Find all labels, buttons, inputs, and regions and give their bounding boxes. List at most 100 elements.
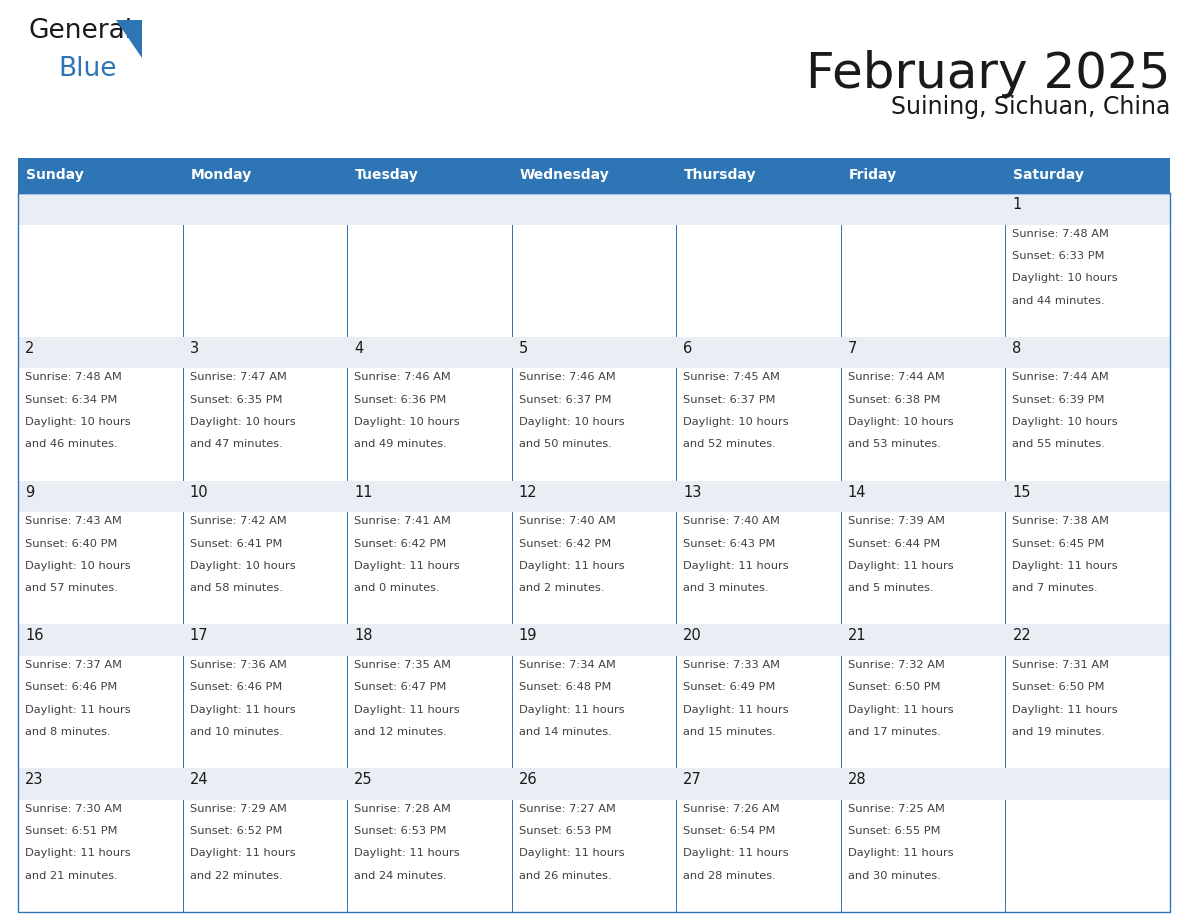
Text: Sunrise: 7:35 AM: Sunrise: 7:35 AM: [354, 660, 451, 670]
Text: Sunrise: 7:32 AM: Sunrise: 7:32 AM: [848, 660, 944, 670]
Text: Blue: Blue: [58, 56, 116, 82]
Bar: [183, 624, 347, 656]
Bar: [1005, 337, 1170, 368]
Text: Sunrise: 7:45 AM: Sunrise: 7:45 AM: [683, 373, 781, 383]
Bar: [512, 337, 676, 368]
Bar: [676, 624, 841, 656]
Text: Daylight: 11 hours: Daylight: 11 hours: [25, 705, 131, 714]
Text: Monday: Monday: [190, 169, 252, 183]
Bar: [347, 768, 512, 912]
Bar: [183, 337, 347, 368]
Text: Sunset: 6:53 PM: Sunset: 6:53 PM: [354, 826, 447, 836]
Bar: [1005, 193, 1170, 225]
Text: Wednesday: Wednesday: [519, 169, 609, 183]
Bar: [841, 193, 1005, 337]
Text: Tuesday: Tuesday: [355, 169, 419, 183]
Text: Sunrise: 7:27 AM: Sunrise: 7:27 AM: [519, 804, 615, 814]
Text: Sunset: 6:35 PM: Sunset: 6:35 PM: [190, 395, 282, 405]
Bar: [841, 768, 1005, 800]
Text: Sunset: 6:37 PM: Sunset: 6:37 PM: [683, 395, 776, 405]
Bar: [18, 624, 183, 768]
Text: 19: 19: [519, 629, 537, 644]
Text: 11: 11: [354, 485, 373, 499]
Bar: [512, 193, 676, 337]
Text: 15: 15: [1012, 485, 1031, 499]
Text: and 12 minutes.: and 12 minutes.: [354, 727, 447, 737]
Text: Sunset: 6:38 PM: Sunset: 6:38 PM: [848, 395, 941, 405]
Bar: [1005, 624, 1170, 656]
Text: Daylight: 10 hours: Daylight: 10 hours: [25, 417, 131, 427]
Text: Sunset: 6:55 PM: Sunset: 6:55 PM: [848, 826, 941, 836]
Polygon shape: [116, 20, 143, 58]
Bar: [183, 193, 347, 337]
Text: Daylight: 11 hours: Daylight: 11 hours: [354, 705, 460, 714]
Bar: [183, 158, 347, 193]
Bar: [512, 624, 676, 656]
Bar: [18, 193, 183, 225]
Bar: [841, 193, 1005, 225]
Text: Sunset: 6:52 PM: Sunset: 6:52 PM: [190, 826, 282, 836]
Text: and 8 minutes.: and 8 minutes.: [25, 727, 110, 737]
Text: Sunrise: 7:36 AM: Sunrise: 7:36 AM: [190, 660, 286, 670]
Text: Daylight: 11 hours: Daylight: 11 hours: [683, 848, 789, 858]
Text: 13: 13: [683, 485, 702, 499]
Text: Sunset: 6:50 PM: Sunset: 6:50 PM: [848, 682, 941, 692]
Bar: [18, 768, 183, 912]
Text: February 2025: February 2025: [805, 50, 1170, 98]
Text: Sunrise: 7:46 AM: Sunrise: 7:46 AM: [354, 373, 451, 383]
Bar: [512, 337, 676, 481]
Text: and 19 minutes.: and 19 minutes.: [1012, 727, 1105, 737]
Text: and 2 minutes.: and 2 minutes.: [519, 583, 605, 593]
Text: Sunset: 6:46 PM: Sunset: 6:46 PM: [25, 682, 118, 692]
Text: 17: 17: [190, 629, 208, 644]
Bar: [183, 481, 347, 512]
Text: and 14 minutes.: and 14 minutes.: [519, 727, 612, 737]
Bar: [347, 624, 512, 656]
Text: and 5 minutes.: and 5 minutes.: [848, 583, 934, 593]
Text: Sunrise: 7:34 AM: Sunrise: 7:34 AM: [519, 660, 615, 670]
Bar: [676, 624, 841, 768]
Bar: [512, 193, 676, 225]
Text: Sunrise: 7:37 AM: Sunrise: 7:37 AM: [25, 660, 122, 670]
Text: Daylight: 11 hours: Daylight: 11 hours: [1012, 561, 1118, 571]
Text: 27: 27: [683, 772, 702, 788]
Bar: [676, 768, 841, 800]
Text: Sunset: 6:37 PM: Sunset: 6:37 PM: [519, 395, 611, 405]
Text: and 24 minutes.: and 24 minutes.: [354, 870, 447, 880]
Bar: [18, 193, 183, 337]
Bar: [347, 624, 512, 768]
Text: and 46 minutes.: and 46 minutes.: [25, 440, 118, 449]
Bar: [841, 768, 1005, 912]
Text: 8: 8: [1012, 341, 1022, 356]
Bar: [1005, 768, 1170, 912]
Text: Sunrise: 7:29 AM: Sunrise: 7:29 AM: [190, 804, 286, 814]
Bar: [183, 193, 347, 225]
Text: Sunset: 6:41 PM: Sunset: 6:41 PM: [190, 539, 282, 549]
Text: Sunset: 6:42 PM: Sunset: 6:42 PM: [519, 539, 611, 549]
Text: and 22 minutes.: and 22 minutes.: [190, 870, 283, 880]
Text: Sunset: 6:54 PM: Sunset: 6:54 PM: [683, 826, 776, 836]
Bar: [18, 158, 183, 193]
Bar: [347, 337, 512, 481]
Text: Daylight: 11 hours: Daylight: 11 hours: [848, 705, 954, 714]
Text: Thursday: Thursday: [684, 169, 757, 183]
Bar: [1005, 768, 1170, 800]
Text: Sunset: 6:45 PM: Sunset: 6:45 PM: [1012, 539, 1105, 549]
Text: Daylight: 11 hours: Daylight: 11 hours: [848, 561, 954, 571]
Text: Suining, Sichuan, China: Suining, Sichuan, China: [891, 95, 1170, 119]
Bar: [512, 481, 676, 512]
Bar: [347, 337, 512, 368]
Bar: [183, 624, 347, 768]
Text: Sunrise: 7:48 AM: Sunrise: 7:48 AM: [1012, 229, 1110, 239]
Bar: [347, 193, 512, 337]
Bar: [676, 158, 841, 193]
Text: Daylight: 10 hours: Daylight: 10 hours: [1012, 274, 1118, 284]
Text: Sunset: 6:40 PM: Sunset: 6:40 PM: [25, 539, 118, 549]
Text: Daylight: 10 hours: Daylight: 10 hours: [354, 417, 460, 427]
Bar: [1005, 624, 1170, 768]
Bar: [347, 158, 512, 193]
Bar: [347, 768, 512, 800]
Bar: [676, 337, 841, 368]
Text: 25: 25: [354, 772, 373, 788]
Text: 12: 12: [519, 485, 537, 499]
